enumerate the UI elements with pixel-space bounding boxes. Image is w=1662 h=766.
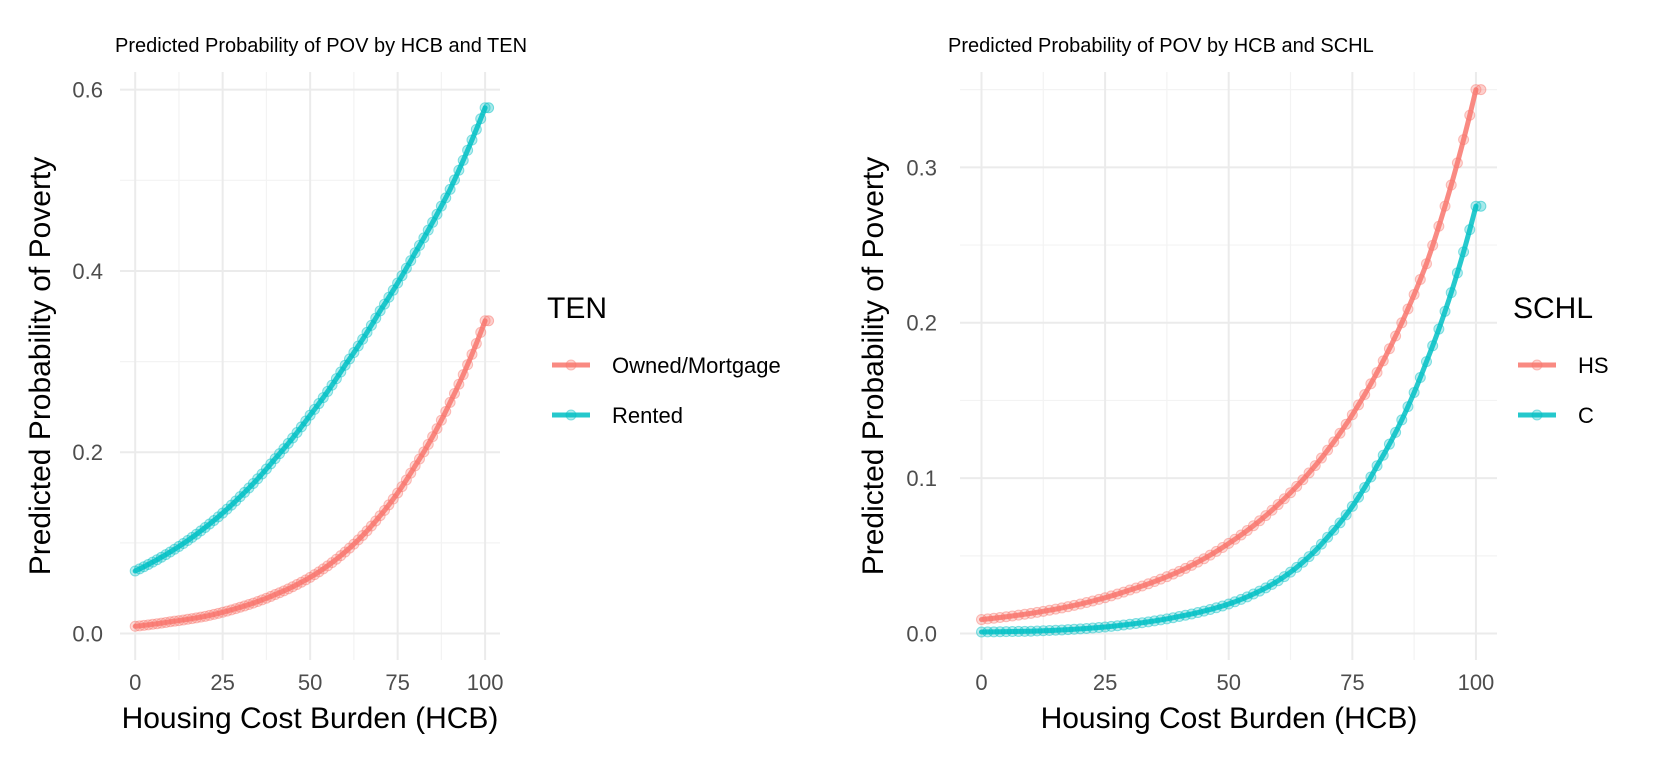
legend-key-point (565, 409, 577, 421)
x-tick-label: 75 (385, 670, 409, 695)
series-line (132, 105, 488, 574)
x-tick-label: 100 (467, 670, 504, 695)
legend-key-point (565, 359, 577, 371)
series-rented (129, 102, 495, 577)
x-tick-label: 50 (298, 670, 322, 695)
chart-title: Predicted Probability of POV by HCB and … (948, 35, 1374, 57)
series-line (132, 318, 488, 629)
x-axis-title: Housing Cost Burden (HCB) (1041, 702, 1418, 735)
chart-panel-1: 0 25 50 75 100 0.0 0.2 0.4 0.6 Predicted Probabil… (24, 35, 781, 735)
x-tick-label: 50 (1216, 670, 1240, 695)
data-point (1475, 200, 1487, 212)
legend-label: HS (1578, 353, 1609, 378)
data-point (1475, 84, 1487, 96)
x-tick-label: 25 (210, 670, 234, 695)
y-tick-label: 0.1 (906, 466, 937, 491)
data-point (483, 315, 495, 327)
y-tick-label: 0.2 (72, 440, 103, 465)
legend-label: Owned/Mortgage (612, 353, 781, 378)
y-tick-label: 0.0 (72, 622, 103, 647)
x-tick-label: 25 (1093, 670, 1117, 695)
chart-panel-2: 0 25 50 75 100 0.0 0.1 0.2 0.3 Predicted Probabil… (857, 35, 1609, 735)
x-tick-label: 75 (1340, 670, 1364, 695)
x-tick-label: 100 (1458, 670, 1495, 695)
data-point (483, 102, 495, 114)
series-owned-mortgage (129, 315, 495, 632)
y-tick-label: 0.0 (906, 622, 937, 647)
series-line (978, 203, 1479, 635)
series-line (978, 87, 1479, 623)
legend: SCHL HS C (1513, 292, 1609, 428)
legend-label: Rented (612, 403, 683, 428)
legend: TEN Owned/Mortgage Rented (547, 292, 781, 428)
legend-key-point (1531, 409, 1543, 421)
y-axis-title: Predicted Probability of Poverty (857, 157, 890, 576)
legend-key-point (1531, 359, 1543, 371)
x-tick-label: 0 (129, 670, 141, 695)
x-tick-label: 0 (975, 670, 987, 695)
legend-title: SCHL (1513, 292, 1593, 325)
y-tick-label: 0.4 (72, 259, 103, 284)
legend-title: TEN (547, 292, 607, 325)
y-tick-label: 0.6 (72, 78, 103, 103)
series-hs (975, 84, 1487, 626)
legend-label: C (1578, 403, 1594, 428)
x-axis-title: Housing Cost Burden (HCB) (122, 702, 499, 735)
y-tick-label: 0.2 (906, 311, 937, 336)
y-tick-label: 0.3 (906, 155, 937, 180)
series-c (975, 200, 1487, 638)
y-axis-title: Predicted Probability of Poverty (24, 157, 57, 576)
chart-title: Predicted Probability of POV by HCB and … (115, 35, 527, 57)
